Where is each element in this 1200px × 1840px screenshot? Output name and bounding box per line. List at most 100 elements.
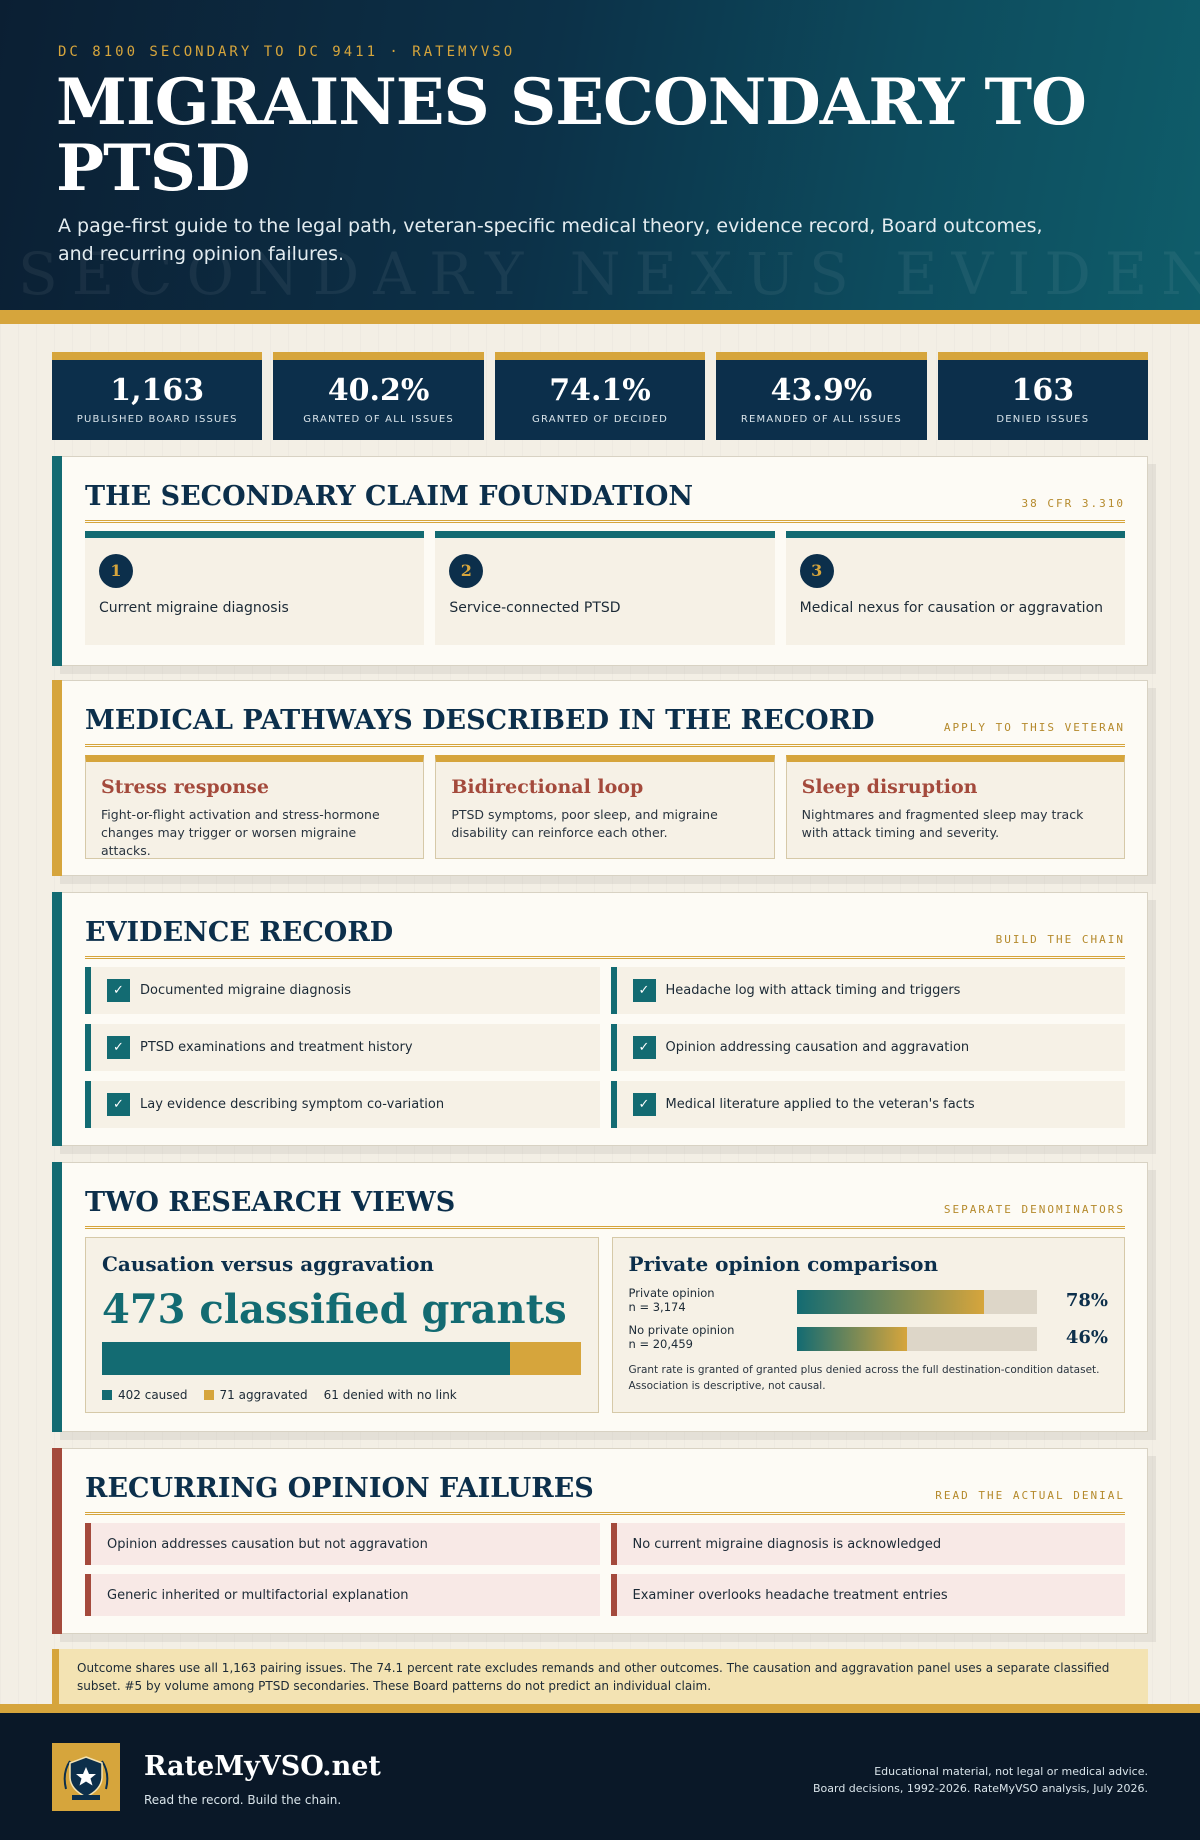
stat-card-remanded: 43.9% REMANDED OF ALL ISSUES bbox=[716, 352, 927, 440]
opinion-box: Private opinion comparison Private opini… bbox=[611, 1237, 1125, 1413]
evidence-text: Documented migraine diagnosis bbox=[140, 983, 351, 998]
opinion-bar-fill bbox=[796, 1290, 984, 1314]
evidence-item: ✓ PTSD examinations and treatment history bbox=[85, 1024, 600, 1071]
causation-legend: 402 caused 71 aggravated 61 denied with … bbox=[102, 1388, 457, 1402]
step-number-badge: 3 bbox=[799, 554, 834, 588]
opinion-row-n: n = 20,459 bbox=[628, 1337, 693, 1351]
stat-value: 40.2% bbox=[327, 373, 430, 408]
disclaimer-text: Educational material, not legal or medic… bbox=[874, 1765, 1148, 1778]
legend-label: 71 aggravated bbox=[219, 1388, 308, 1402]
stat-card-granted-all: 40.2% GRANTED OF ALL ISSUES bbox=[273, 352, 484, 440]
panel-header: EVIDENCE RECORD BUILD THE CHAIN bbox=[85, 911, 1125, 959]
evidence-text: Headache log with attack timing and trig… bbox=[665, 983, 961, 998]
evidence-item: ✓ Documented migraine diagnosis bbox=[85, 967, 600, 1014]
failure-list: Opinion addresses causation but not aggr… bbox=[85, 1523, 1125, 1616]
legend-label: 61 denied with no link bbox=[323, 1388, 457, 1402]
shield-star-icon bbox=[52, 1743, 120, 1811]
legend-denied: 61 denied with no link bbox=[324, 1388, 457, 1402]
foundation-card: 2 Service-connected PTSD bbox=[435, 531, 775, 645]
pathway-card: Sleep disruption Nightmares and fragment… bbox=[785, 755, 1125, 859]
pathway-card: Stress response Fight-or-flight activati… bbox=[85, 755, 425, 859]
stat-label: GRANTED OF ALL ISSUES bbox=[303, 414, 454, 425]
evidence-item: ✓ Lay evidence describing symptom co-vari… bbox=[85, 1081, 600, 1128]
pathways-panel: MEDICAL PATHWAYS DESCRIBED IN THE RECORD… bbox=[52, 680, 1148, 876]
panel-title: MEDICAL PATHWAYS DESCRIBED IN THE RECORD bbox=[85, 705, 875, 736]
opinion-bar-fill bbox=[796, 1327, 907, 1351]
opinion-row-value: 46% bbox=[1065, 1327, 1108, 1348]
pathway-text: Fight-or-flight activation and stress-ho… bbox=[101, 807, 380, 858]
checkmark-icon: ✓ bbox=[632, 1093, 656, 1116]
foundation-cards: 1 Current migraine diagnosis 2 Service-c… bbox=[85, 531, 1125, 645]
legend-swatch bbox=[102, 1390, 112, 1400]
stat-card-issues: 1,163 PUBLISHED BOARD ISSUES bbox=[52, 352, 263, 440]
panel-title: THE SECONDARY CLAIM FOUNDATION bbox=[85, 481, 694, 512]
step-text: Current migraine diagnosis bbox=[99, 600, 289, 616]
causation-box: Causation versus aggravation 473 classif… bbox=[85, 1237, 599, 1413]
panel-header: RECURRING OPINION FAILURES READ THE ACTU… bbox=[85, 1467, 1125, 1515]
step-number-badge: 1 bbox=[99, 554, 133, 588]
legend-swatch bbox=[203, 1390, 214, 1400]
panel-header: TWO RESEARCH VIEWS SEPARATE DENOMINATORS bbox=[85, 1181, 1125, 1229]
stat-label: DENIED ISSUES bbox=[996, 414, 1090, 425]
footer-disclaimer: Educational material, not legal or medic… bbox=[813, 1763, 1148, 1797]
hero-divider bbox=[0, 310, 1200, 324]
panel-title: RECURRING OPINION FAILURES bbox=[85, 1473, 594, 1504]
opinion-row-n: n = 3,174 bbox=[628, 1300, 686, 1314]
opinion-bar-track bbox=[796, 1327, 1037, 1351]
evidence-item: ✓ Medical literature applied to the veter… bbox=[610, 1081, 1125, 1128]
opinion-row-label: Private opinion n = 3,174 bbox=[629, 1286, 715, 1314]
research-views: Causation versus aggravation 473 classif… bbox=[85, 1237, 1125, 1413]
evidence-text: Opinion addressing causation and aggrava… bbox=[665, 1040, 970, 1055]
failure-item: No current migraine diagnosis is acknowl… bbox=[610, 1523, 1125, 1565]
opinion-row-label: No private opinion n = 20,459 bbox=[629, 1323, 735, 1351]
evidence-item: ✓ Opinion addressing causation and aggrav… bbox=[610, 1024, 1125, 1071]
page-subtitle: A page-first guide to the legal path, ve… bbox=[58, 215, 1043, 265]
stat-card-denied: 163 DENIED ISSUES bbox=[937, 352, 1149, 440]
panel-title: TWO RESEARCH VIEWS bbox=[85, 1187, 456, 1218]
legend-aggravated: 71 aggravated bbox=[203, 1388, 308, 1402]
evidence-panel: EVIDENCE RECORD BUILD THE CHAIN ✓ Documen… bbox=[52, 892, 1148, 1146]
checkmark-icon: ✓ bbox=[107, 979, 130, 1002]
research-panel: TWO RESEARCH VIEWS SEPARATE DENOMINATORS… bbox=[52, 1162, 1148, 1432]
hero-banner: SECONDARY NEXUS EVIDENCE DC 8100 SECONDA… bbox=[0, 0, 1200, 310]
failure-item: Examiner overlooks headache treatment en… bbox=[610, 1574, 1125, 1616]
hero-ghost-text: SECONDARY NEXUS EVIDENCE bbox=[18, 240, 1200, 308]
stat-label: REMANDED OF ALL ISSUES bbox=[740, 414, 902, 425]
panel-header: THE SECONDARY CLAIM FOUNDATION 38 CFR 3.… bbox=[85, 475, 1125, 523]
pathway-title: Stress response bbox=[101, 776, 269, 798]
evidence-text: PTSD examinations and treatment history bbox=[140, 1040, 413, 1055]
footer: RateMyVSO.net Read the record. Build the… bbox=[0, 1713, 1200, 1840]
aggravated-segment bbox=[509, 1342, 582, 1375]
legend-caused: 402 caused bbox=[102, 1388, 188, 1402]
caused-segment bbox=[102, 1342, 510, 1375]
failure-item: Opinion addresses causation but not aggr… bbox=[85, 1523, 600, 1565]
opinion-bar-track bbox=[796, 1290, 1037, 1314]
panel-tag: 38 CFR 3.310 bbox=[1021, 497, 1125, 510]
page-title: MIGRAINES SECONDARY TO PTSD bbox=[56, 65, 1087, 206]
stats-row: 1,163 PUBLISHED BOARD ISSUES 40.2% GRANT… bbox=[52, 352, 1149, 440]
panel-header: MEDICAL PATHWAYS DESCRIBED IN THE RECORD… bbox=[85, 699, 1125, 747]
opinion-row-value: 78% bbox=[1065, 1290, 1108, 1311]
step-text: Service-connected PTSD bbox=[449, 600, 621, 616]
foundation-panel: THE SECONDARY CLAIM FOUNDATION 38 CFR 3.… bbox=[52, 456, 1148, 666]
failures-panel: RECURRING OPINION FAILURES READ THE ACTU… bbox=[52, 1448, 1148, 1634]
pathway-card: Bidirectional loop PTSD symptoms, poor s… bbox=[435, 755, 775, 859]
checkmark-icon: ✓ bbox=[632, 979, 656, 1002]
step-number-badge: 2 bbox=[449, 554, 484, 588]
opinion-title: Private opinion comparison bbox=[628, 1252, 938, 1276]
stat-value: 43.9% bbox=[770, 373, 873, 408]
checkmark-icon: ✓ bbox=[632, 1036, 656, 1059]
opinion-row-name: No private opinion bbox=[628, 1323, 735, 1337]
stat-card-granted-decided: 74.1% GRANTED OF DECIDED bbox=[494, 352, 706, 440]
opinion-row-none: No private opinion n = 20,459 46% bbox=[629, 1323, 1108, 1353]
stat-value: 74.1% bbox=[549, 373, 651, 408]
step-text: Medical nexus for causation or aggravati… bbox=[799, 600, 1104, 616]
pathway-cards: Stress response Fight-or-flight activati… bbox=[85, 755, 1125, 859]
brand-tagline: Read the record. Build the chain. bbox=[144, 1793, 342, 1807]
footer-divider bbox=[0, 1704, 1200, 1713]
pathway-text: Nightmares and fragmented sleep may trac… bbox=[801, 807, 1084, 840]
opinion-row-private: Private opinion n = 3,174 78% bbox=[629, 1286, 1108, 1316]
causation-stacked-bar bbox=[102, 1342, 582, 1375]
panel-tag: BUILD THE CHAIN bbox=[995, 933, 1125, 946]
evidence-checklist: ✓ Documented migraine diagnosis ✓ Headache… bbox=[85, 967, 1125, 1128]
